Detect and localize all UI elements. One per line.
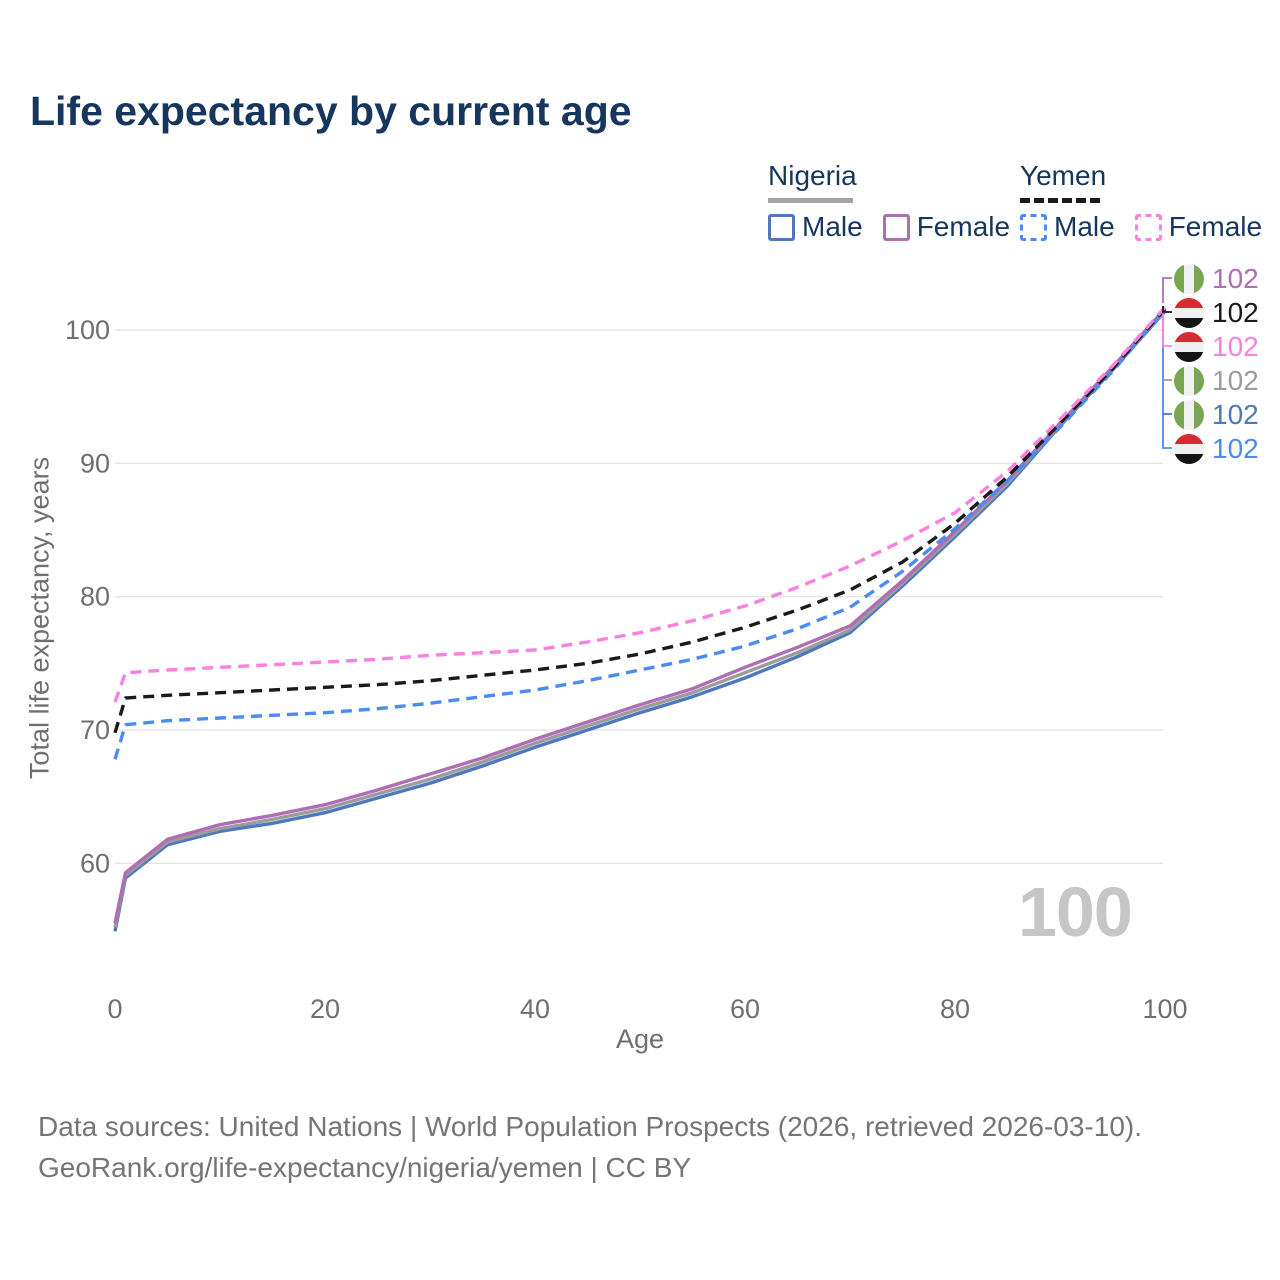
end-value-label: 102 bbox=[1212, 399, 1259, 430]
end-value-label: 102 bbox=[1212, 433, 1259, 464]
end-label-row-yemen-5: 102 bbox=[1174, 433, 1259, 465]
legend-items-nigeria: Male Female bbox=[768, 211, 1030, 243]
nigeria-solid-line-swatch bbox=[768, 198, 853, 203]
nigeria-flag-icon bbox=[1174, 400, 1204, 430]
end-value-label: 102 bbox=[1212, 365, 1259, 396]
legend-item-yemen-male[interactable]: Male bbox=[1020, 211, 1115, 243]
end-value-label: 102 bbox=[1212, 297, 1259, 328]
legend-country-yemen: Yemen bbox=[1020, 160, 1107, 191]
legend-label-nigeria-male: Male bbox=[802, 211, 863, 242]
yemen-dashed-line-swatch bbox=[1020, 198, 1100, 203]
age-watermark: 100 bbox=[1018, 873, 1133, 951]
series-line-nigeria_male bbox=[113, 310, 1167, 932]
yemen-female-swatch-icon bbox=[1134, 213, 1162, 241]
leader-line-3 bbox=[1162, 314, 1172, 347]
legend-group-nigeria: Nigeria Male Female bbox=[768, 160, 1030, 243]
series-line-yemen_female bbox=[113, 306, 1167, 703]
end-value-label: 102 bbox=[1212, 331, 1259, 362]
yemen-flag-icon bbox=[1174, 298, 1204, 328]
nigeria-flag-icon bbox=[1174, 366, 1204, 396]
legend-group-yemen: Yemen Male Female bbox=[1020, 160, 1280, 243]
legend-label-yemen-male: Male bbox=[1054, 211, 1115, 242]
nigeria-female-swatch-icon bbox=[882, 213, 910, 241]
leader-line-0 bbox=[1162, 312, 1172, 449]
legend-items-yemen: Male Female bbox=[1020, 211, 1280, 243]
series-line-nigeria_both bbox=[113, 308, 1167, 928]
series-line-yemen_male bbox=[113, 308, 1167, 760]
footer: Data sources: United Nations | World Pop… bbox=[38, 1106, 1142, 1188]
end-label-row-nigeria-3: 102 bbox=[1174, 365, 1259, 397]
x-tick-20: 20 bbox=[310, 994, 340, 1024]
chart-title: Life expectancy by current age bbox=[30, 88, 632, 134]
legend-item-yemen-female[interactable]: Female bbox=[1134, 211, 1263, 243]
y-tick-70: 70 bbox=[80, 715, 110, 745]
x-tick-40: 40 bbox=[520, 994, 550, 1024]
yemen-flag-icon bbox=[1174, 332, 1204, 362]
series-line-nigeria_female bbox=[113, 307, 1167, 924]
end-label-row-nigeria-0: 102 bbox=[1174, 263, 1259, 295]
nigeria-flag-icon bbox=[1174, 264, 1204, 294]
end-label-row-nigeria-4: 102 bbox=[1174, 399, 1259, 431]
footer-attribution: GeoRank.org/life-expectancy/nigeria/yeme… bbox=[38, 1152, 692, 1183]
series-line-yemen_both bbox=[113, 307, 1167, 734]
y-tick-100: 100 bbox=[65, 315, 110, 345]
x-axis-title: Age bbox=[615, 1024, 665, 1054]
yemen-male-swatch-icon bbox=[1020, 213, 1047, 241]
footer-data-sources: Data sources: United Nations | World Pop… bbox=[38, 1111, 1143, 1142]
end-label-row-yemen-1: 102 bbox=[1174, 297, 1259, 329]
end-label-row-yemen-2: 102 bbox=[1174, 331, 1259, 363]
x-tick-80: 80 bbox=[940, 994, 970, 1024]
leader-line-1 bbox=[1162, 277, 1172, 303]
legend-item-nigeria-female[interactable]: Female bbox=[882, 211, 1011, 243]
x-tick-60: 60 bbox=[730, 994, 760, 1024]
legend-country-nigeria: Nigeria bbox=[768, 160, 857, 191]
yemen-flag-icon bbox=[1174, 434, 1204, 464]
y-tick-80: 80 bbox=[80, 582, 110, 612]
x-tick-100: 100 bbox=[1142, 994, 1187, 1024]
x-tick-0: 0 bbox=[107, 994, 122, 1024]
nigeria-male-swatch-icon bbox=[768, 213, 795, 241]
y-tick-60: 60 bbox=[80, 848, 110, 878]
legend-label-yemen-female: Female bbox=[1168, 211, 1263, 242]
y-tick-90: 90 bbox=[80, 448, 110, 478]
legend-item-nigeria-male[interactable]: Male bbox=[768, 211, 863, 243]
leader-line-2 bbox=[1162, 306, 1172, 313]
legend-label-nigeria-female: Female bbox=[916, 211, 1011, 242]
end-value-label: 102 bbox=[1212, 263, 1259, 294]
